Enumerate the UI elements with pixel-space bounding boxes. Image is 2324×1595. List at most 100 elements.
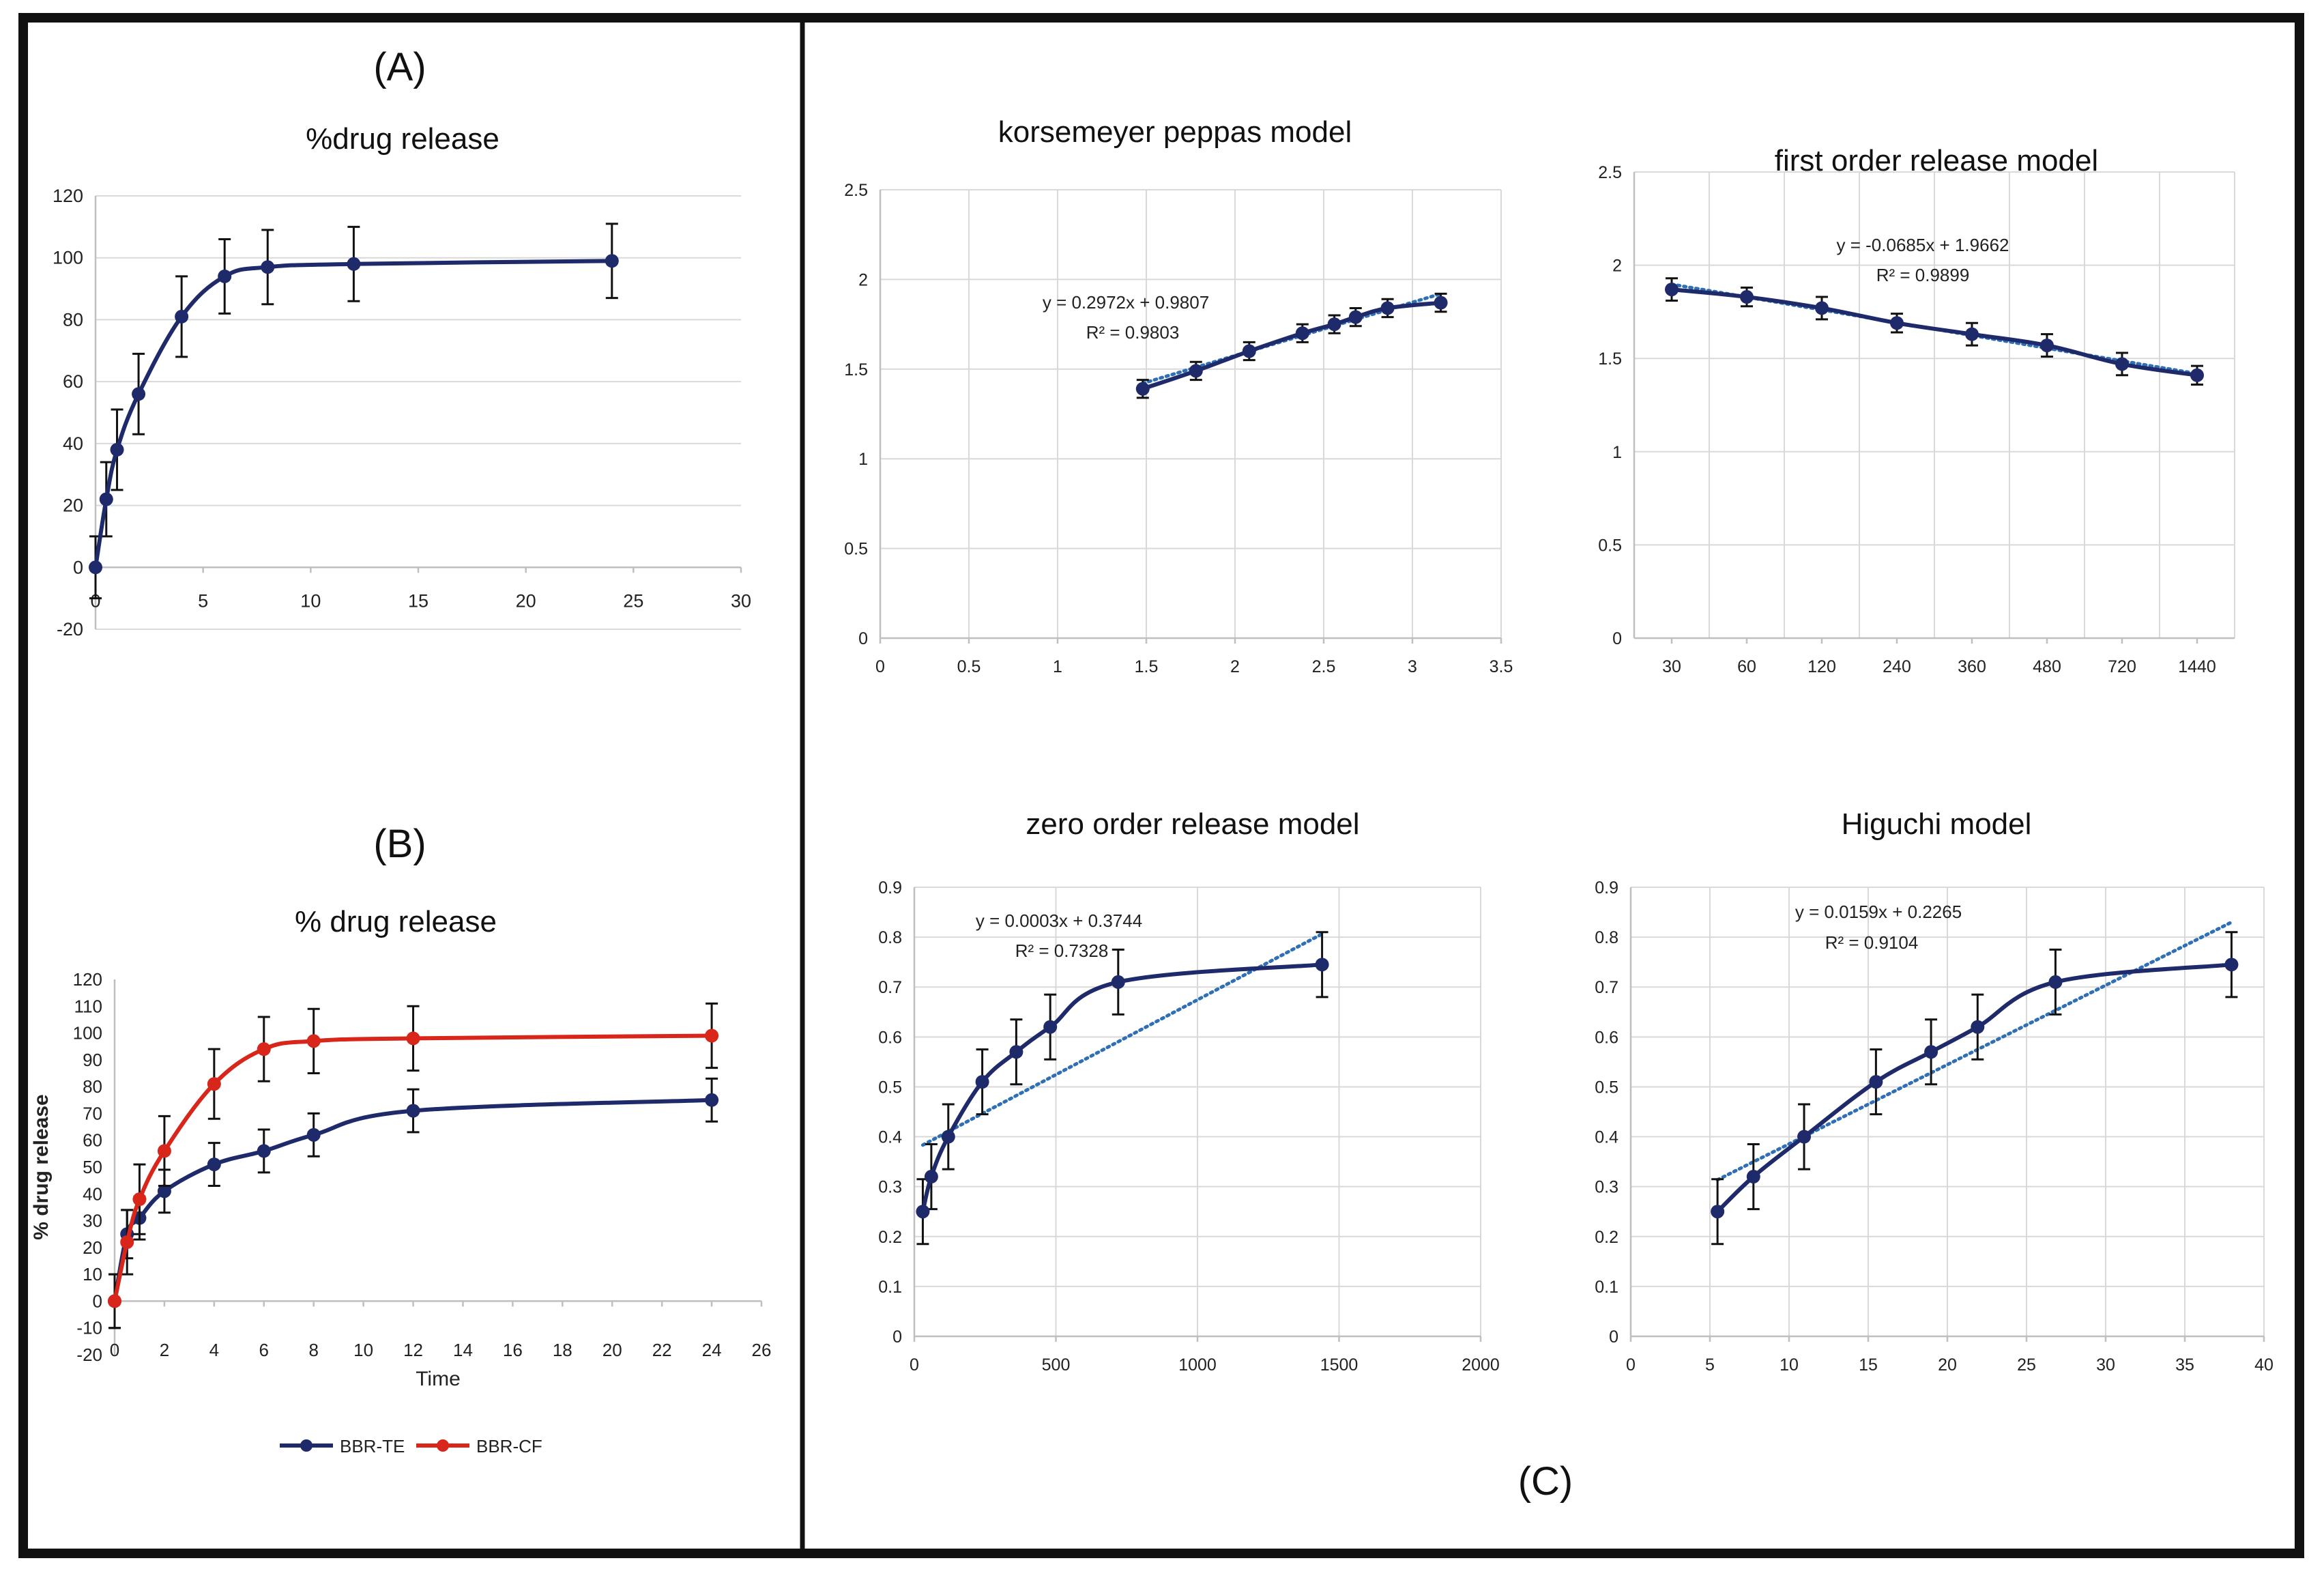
y-tick-label: 0.5 bbox=[1598, 536, 1622, 555]
x-tick-label: 15 bbox=[408, 590, 429, 611]
data-point bbox=[1890, 316, 1904, 330]
y-tick-label: 40 bbox=[63, 433, 83, 454]
x-tick-label: 18 bbox=[553, 1340, 572, 1360]
x-tick-label: 10 bbox=[1780, 1355, 1799, 1375]
y-tick-label: 0.3 bbox=[878, 1178, 902, 1197]
data-point bbox=[705, 1029, 719, 1043]
x-tick-label: 4 bbox=[209, 1340, 219, 1360]
x-tick-label: 2.5 bbox=[1312, 657, 1336, 676]
x-tick-label: 0 bbox=[110, 1340, 119, 1360]
data-point bbox=[2224, 958, 2239, 972]
chart-higuchi: Higuchi model 0 0.1 0.2 0.3 0.4 0.5 0.6 0.7 0.8 0.… bbox=[1595, 807, 2274, 1375]
data-point bbox=[1965, 327, 1979, 341]
series-line-BBR-CF bbox=[113, 1033, 712, 1302]
data-point bbox=[1315, 958, 1329, 972]
data-point bbox=[1711, 1205, 1725, 1219]
y-tick-label: 0.1 bbox=[1595, 1278, 1618, 1297]
y-tick-label: 0.8 bbox=[1595, 928, 1618, 947]
data-point bbox=[1797, 1130, 1812, 1144]
data-point bbox=[175, 309, 189, 324]
data-point bbox=[132, 387, 146, 401]
y-tick-label: 0.6 bbox=[878, 1028, 902, 1047]
data-point bbox=[306, 1127, 321, 1142]
y-tick-label: 10 bbox=[83, 1264, 102, 1284]
legend-label: BBR-TE bbox=[340, 1436, 405, 1456]
legend-label: BBR-CF bbox=[476, 1436, 542, 1456]
r-squared: R² = 0.9803 bbox=[1086, 322, 1180, 343]
y-tick-label: 100 bbox=[73, 1023, 102, 1044]
x-tick-label: 480 bbox=[2033, 657, 2061, 676]
y-tick-label: 0.8 bbox=[878, 928, 902, 947]
trend-equation: y = 0.0003x + 0.3744 bbox=[976, 910, 1142, 931]
y-tick-label: 120 bbox=[73, 969, 102, 990]
data-point bbox=[120, 1235, 134, 1249]
y-axis-title: % drug release bbox=[30, 1094, 53, 1239]
data-point bbox=[207, 1158, 221, 1172]
data-point bbox=[207, 1077, 221, 1091]
data-point bbox=[1189, 364, 1203, 378]
y-tick-label: 0.6 bbox=[1595, 1028, 1618, 1047]
y-tick-label: 0.4 bbox=[878, 1128, 902, 1147]
x-tick-label: 20 bbox=[516, 590, 536, 611]
y-tick-label: 2.5 bbox=[844, 181, 868, 200]
y-tick-label: 0.5 bbox=[844, 540, 868, 559]
x-tick-label: 10 bbox=[300, 590, 321, 611]
x-tick-label: 5 bbox=[198, 590, 208, 611]
data-point bbox=[975, 1075, 989, 1089]
x-tick-label: 10 bbox=[353, 1340, 373, 1360]
legend-marker bbox=[437, 1439, 449, 1452]
data-point bbox=[1434, 296, 1448, 310]
series-line-release bbox=[1142, 300, 1441, 391]
r-squared: R² = 0.9899 bbox=[1876, 265, 1970, 285]
x-tick-label: 1440 bbox=[2178, 657, 2216, 676]
data-point bbox=[1869, 1075, 1883, 1089]
data-point bbox=[1043, 1020, 1058, 1034]
data-point bbox=[1295, 326, 1309, 341]
y-tick-label: 2 bbox=[1612, 257, 1622, 276]
y-tick-label: 0 bbox=[858, 629, 868, 648]
x-tick-label: 0 bbox=[1626, 1355, 1636, 1375]
data-point bbox=[132, 1192, 147, 1207]
chart-title: korsemeyer peppas model bbox=[998, 115, 1352, 149]
chart-b: % drug release-20-1001020304050607080901… bbox=[30, 905, 771, 1456]
x-tick-label: 22 bbox=[652, 1340, 672, 1360]
x-tick-label: 12 bbox=[403, 1340, 423, 1360]
data-point bbox=[924, 1170, 938, 1184]
x-tick-label: 3 bbox=[1408, 657, 1417, 676]
series-line-BBR-CF bbox=[93, 259, 612, 568]
y-tick-label: 2 bbox=[858, 270, 868, 289]
trend-equation: y = 0.2972x + 0.9807 bbox=[1043, 292, 1209, 313]
x-tick-label: 35 bbox=[2175, 1355, 2194, 1375]
x-tick-label: 16 bbox=[503, 1340, 523, 1360]
series-line-release bbox=[1716, 962, 2232, 1213]
y-tick-label: 0.2 bbox=[878, 1228, 902, 1247]
x-tick-label: 360 bbox=[1958, 657, 1986, 676]
x-tick-label: 1 bbox=[1053, 657, 1062, 676]
x-tick-label: 2000 bbox=[1462, 1355, 1500, 1375]
x-tick-label: 14 bbox=[453, 1340, 473, 1360]
x-tick-label: 0.5 bbox=[957, 657, 981, 676]
data-point bbox=[1348, 310, 1363, 324]
y-tick-label: 0.9 bbox=[878, 878, 902, 897]
y-tick-label: 0.7 bbox=[878, 978, 902, 997]
y-tick-label: 110 bbox=[74, 996, 102, 1016]
x-tick-label: 0 bbox=[90, 590, 100, 611]
x-tick-label: 2 bbox=[160, 1340, 169, 1360]
data-point bbox=[916, 1205, 930, 1219]
x-tick-label: 5 bbox=[1705, 1355, 1715, 1375]
y-tick-label: 80 bbox=[83, 1076, 102, 1097]
y-tick-label: 70 bbox=[83, 1103, 102, 1123]
trendline bbox=[1715, 920, 2233, 1182]
y-tick-label: 1.5 bbox=[844, 360, 868, 379]
x-tick-label: 20 bbox=[1938, 1355, 1957, 1375]
chart-korsmeyer-peppas: korsemeyer peppas model 0 0.5 1 1.5 2 2.5 0 0.5 1… bbox=[844, 115, 1513, 676]
figure-frame bbox=[18, 13, 2304, 1558]
r-squared: R² = 0.9104 bbox=[1825, 932, 1919, 953]
data-point bbox=[406, 1104, 420, 1118]
x-tick-label: 1000 bbox=[1178, 1355, 1217, 1375]
y-tick-label: 40 bbox=[83, 1183, 102, 1204]
x-tick-label: 60 bbox=[1737, 657, 1756, 676]
y-tick-label: 20 bbox=[63, 495, 83, 516]
y-tick-label: 30 bbox=[83, 1211, 102, 1231]
y-tick-label: 90 bbox=[83, 1050, 102, 1070]
